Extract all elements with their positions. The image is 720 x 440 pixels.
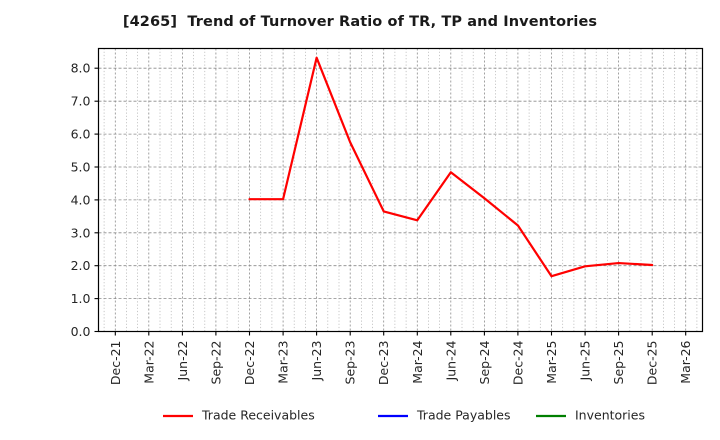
x-axis-tick-label: Jun-23	[309, 341, 324, 382]
x-axis-tick-label: Dec-22	[242, 341, 257, 386]
y-axis-tick-label: 2.0	[71, 258, 91, 273]
x-axis-tick-label: Mar-22	[141, 341, 156, 384]
x-axis-tick-label: Mar-25	[544, 341, 559, 384]
legend-label-trade-receivables[interactable]: Trade Receivables	[201, 408, 315, 423]
x-axis-tick-label: Dec-21	[108, 341, 123, 386]
y-axis-tick-label: 0.0	[71, 324, 91, 339]
chart-legend: Trade Receivables Trade Payables Inventori…	[163, 408, 645, 423]
y-gridlines	[98, 67, 703, 300]
legend-label-trade-payables[interactable]: Trade Payables	[416, 408, 511, 423]
major-gridlines	[114, 48, 687, 332]
x-axis-tick-label: Dec-23	[376, 341, 391, 386]
y-axis-tick-label: 8.0	[71, 61, 91, 76]
y-axis-ticks	[94, 67, 99, 333]
data-series-group	[248, 56, 654, 278]
x-axis-tick-label: Jun-24	[443, 340, 458, 381]
x-axis-tick-label: Sep-25	[611, 341, 626, 385]
x-axis-tick-label: Mar-24	[410, 340, 425, 383]
y-axis-tick-label: 7.0	[71, 94, 91, 109]
x-axis-tick-label: Dec-24	[510, 340, 525, 385]
y-axis-labels: 0.0 1.0 2.0 3.0 4.0 5.0 6.0 7.0 8.0	[71, 61, 91, 339]
x-axis-tick-label: Mar-23	[276, 341, 291, 384]
chart-title: [4265] Trend of Turnover Ratio of TR, TP…	[122, 14, 598, 30]
y-axis-tick-label: 6.0	[71, 127, 91, 142]
x-axis-ticks	[114, 331, 687, 336]
x-axis-tick-label: Jun-22	[175, 341, 190, 382]
x-axis-tick-label: Sep-24	[477, 340, 492, 384]
y-axis-tick-label: 1.0	[71, 291, 91, 306]
x-axis-tick-label: Sep-23	[343, 341, 358, 385]
minor-gridlines	[103, 48, 698, 332]
y-axis-tick-label: 5.0	[71, 160, 91, 175]
x-axis-tick-label: Dec-25	[645, 341, 660, 386]
y-axis-tick-label: 4.0	[71, 192, 91, 207]
x-axis-tick-label: Sep-22	[208, 341, 223, 385]
plot-area-border	[97, 47, 704, 333]
series-line-trade-receivables	[248, 56, 654, 278]
y-axis-tick-label: 3.0	[71, 225, 91, 240]
x-axis-labels: Dec-21 Mar-22 Jun-22 Sep-22 Dec-22 Mar-23 Jun-…	[108, 340, 693, 385]
x-axis-tick-label: Mar-26	[678, 340, 693, 383]
x-axis-tick-label: Jun-25	[578, 341, 593, 382]
legend-label-inventories[interactable]: Inventories	[575, 408, 645, 423]
